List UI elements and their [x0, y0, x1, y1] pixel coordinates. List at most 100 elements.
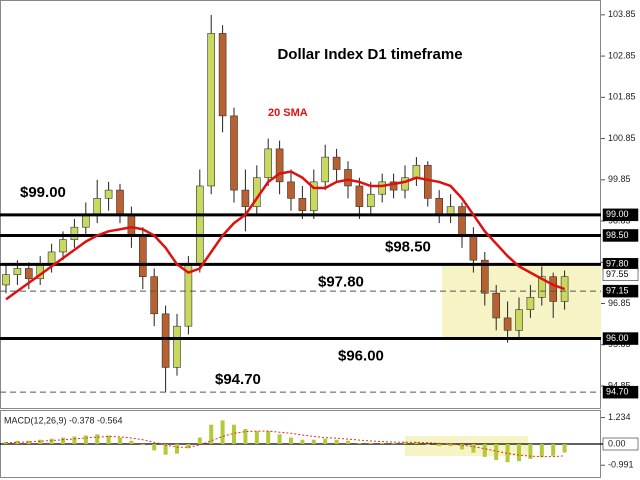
level-annotation: $94.70	[215, 371, 261, 388]
level-axis-label: 97.55	[606, 269, 629, 279]
macd-bar	[220, 420, 225, 444]
macd-bar	[551, 444, 556, 456]
macd-bar	[346, 440, 350, 444]
candle-body	[264, 148, 273, 179]
macd-bar	[380, 442, 385, 444]
candle-body	[161, 313, 170, 368]
macd-bar	[357, 442, 362, 444]
level-axis-box	[602, 284, 639, 298]
level-annotation: $97.80	[318, 273, 364, 290]
macd-bar	[425, 444, 430, 445]
candle-body	[139, 235, 147, 278]
candle-body	[173, 325, 181, 368]
macd-bar	[243, 429, 248, 444]
y-tick-label: 99.85	[608, 174, 631, 184]
candle-body	[218, 33, 227, 117]
macd-bar	[26, 440, 31, 444]
candle-body	[309, 181, 318, 212]
price-pane-frame	[0, 0, 601, 409]
macd-bar	[197, 437, 202, 444]
candle-body	[207, 33, 215, 187]
candle-body	[389, 181, 398, 191]
candle-body	[13, 268, 22, 275]
level-axis-label: 98.50	[606, 230, 629, 240]
candle-body	[492, 292, 501, 319]
candle-body	[47, 251, 56, 265]
level-axis-label: 97.15	[606, 286, 629, 296]
macd-y-tick-label: -0.991	[608, 460, 634, 470]
macd-bar	[38, 439, 43, 444]
level-axis-box	[602, 385, 639, 399]
macd-bar	[83, 435, 88, 444]
chart-title: Dollar Index D1 timeframe	[277, 46, 462, 63]
candle-body	[230, 115, 238, 191]
macd-bar	[482, 444, 487, 457]
macd-y-tick-label: 0.00	[608, 438, 626, 448]
candle-body	[503, 317, 512, 331]
macd-bar	[106, 435, 111, 444]
level-axis-box	[602, 208, 639, 222]
candle-body	[241, 189, 250, 207]
sma-line	[5, 170, 566, 301]
macd-bar	[562, 444, 567, 453]
macd-bar	[209, 424, 214, 444]
macd-title: MACD(12,26,9) -0.378 -0.564	[4, 415, 123, 425]
candle-body	[116, 189, 124, 216]
y-tick-label: 96.85	[608, 298, 631, 308]
candle-body	[2, 274, 10, 286]
candle-body	[537, 276, 546, 298]
candle-body	[127, 214, 136, 236]
candle-body	[332, 156, 341, 170]
macd-bar	[186, 444, 191, 449]
macd-bar	[277, 434, 282, 444]
level-axis-label: 94.70	[606, 387, 629, 397]
macd-bar	[414, 441, 419, 444]
macd-bar	[61, 437, 65, 444]
macd-bar	[232, 424, 236, 444]
macd-bar	[72, 436, 77, 444]
macd-bar	[118, 437, 122, 444]
candle-body	[366, 193, 375, 207]
macd-bar	[494, 444, 499, 461]
candle-body	[458, 206, 466, 236]
candle-body	[378, 181, 387, 195]
y-tick-label: 102.85	[608, 50, 636, 60]
macd-bar	[403, 441, 407, 444]
macd-axis-box	[602, 437, 639, 451]
level-axis-label: 99.00	[606, 209, 629, 219]
candle-body	[196, 185, 204, 265]
level-annotation: $99.00	[20, 184, 66, 201]
macd-bar	[49, 438, 54, 444]
candle-body	[412, 165, 421, 179]
macd-bar	[528, 444, 533, 459]
y-tick-label: 100.85	[608, 133, 636, 143]
macd-y-tick-label: 1.234	[608, 412, 631, 422]
candle-body	[275, 148, 284, 183]
candle-body	[549, 276, 558, 302]
macd-bar	[323, 438, 328, 444]
candle-body	[469, 235, 478, 261]
level-axis-box	[602, 332, 639, 345]
macd-bar	[289, 437, 293, 444]
macd-bar	[437, 444, 442, 447]
macd-bar	[4, 441, 8, 444]
macd-bar	[300, 439, 305, 444]
y-tick-label: 101.85	[608, 92, 636, 102]
level-axis-label: 97.80	[606, 259, 629, 269]
candle-body	[526, 297, 535, 310]
candle-body	[59, 239, 67, 253]
candle-body	[355, 185, 364, 207]
macd-bar	[368, 442, 373, 444]
level-axis-box	[602, 229, 639, 242]
candle-body	[344, 169, 352, 187]
macd-bar	[539, 444, 544, 457]
candle-body	[70, 226, 79, 240]
macd-signal-line	[5, 430, 565, 458]
macd-bar	[517, 444, 521, 462]
y-tick-label: 103.85	[608, 9, 636, 19]
candle-body	[515, 309, 523, 331]
macd-bar	[266, 431, 271, 444]
sma-label: 20 SMA	[268, 107, 308, 119]
candle-body	[435, 198, 444, 216]
candle-body	[298, 198, 307, 212]
